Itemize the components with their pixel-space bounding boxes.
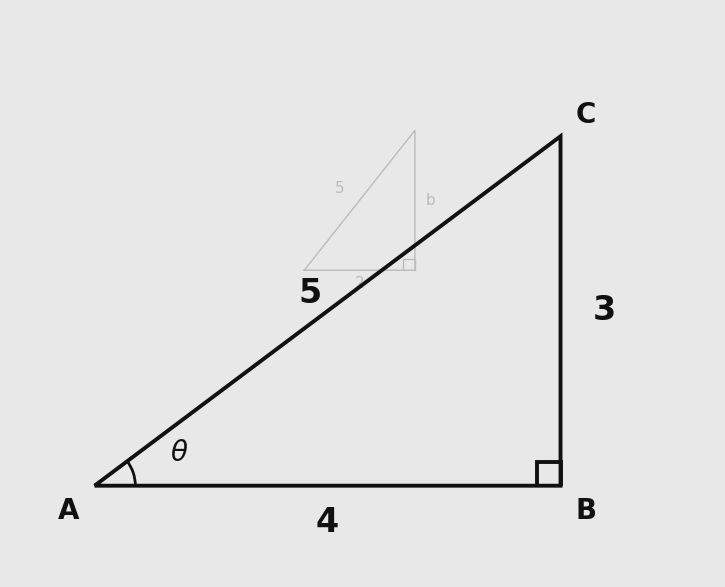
Text: 5: 5 (334, 181, 344, 196)
Text: 5: 5 (299, 277, 322, 310)
Text: B: B (576, 497, 597, 525)
Text: b: b (425, 193, 435, 208)
Text: A: A (58, 497, 80, 525)
Text: 4: 4 (316, 507, 339, 539)
Text: θ: θ (170, 439, 187, 467)
Text: C: C (576, 102, 597, 129)
Text: 3: 3 (593, 295, 616, 328)
Text: 2: 2 (355, 275, 365, 291)
